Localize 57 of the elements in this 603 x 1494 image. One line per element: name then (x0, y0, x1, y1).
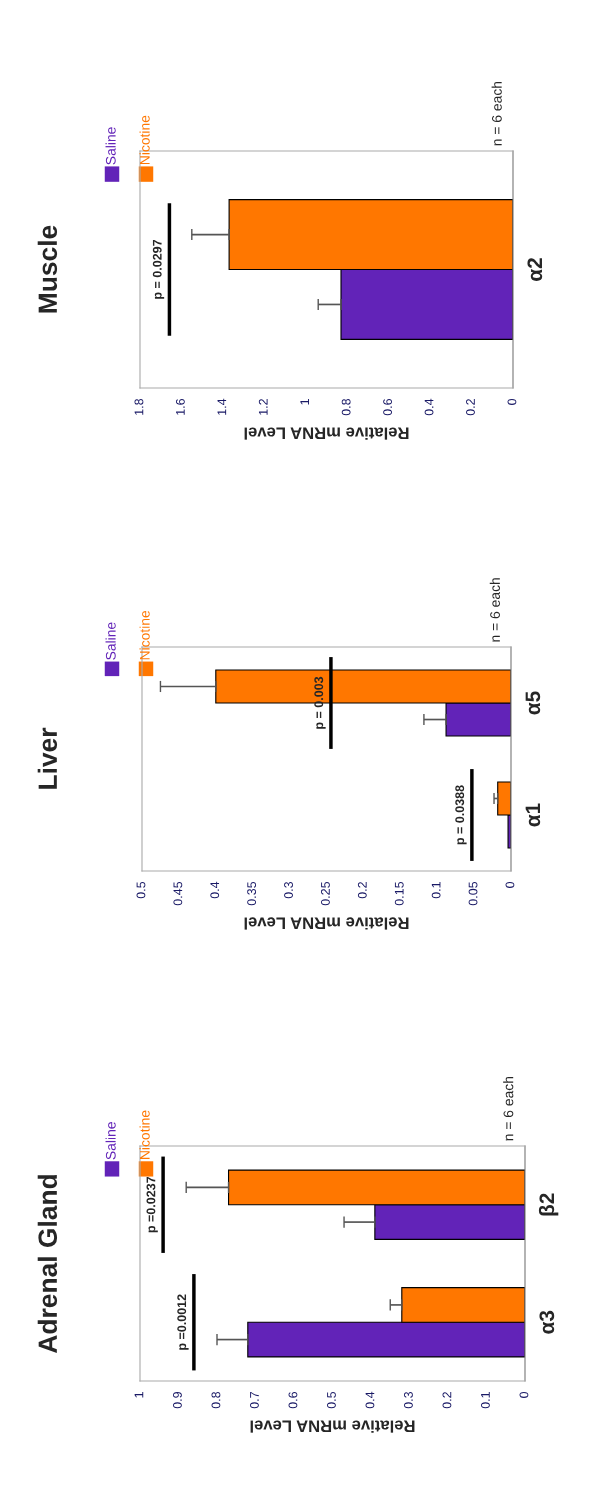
x-tick-label: 0.7 (250, 1392, 259, 1409)
text: n = 6 each (491, 81, 502, 146)
x-tick-label: 0.35 (247, 881, 257, 906)
x-axis-title: Relative mRNA Level (250, 1420, 415, 1433)
x-tick-label: 0.25 (321, 881, 330, 906)
text: Saline (105, 1122, 116, 1160)
text: n = 6 each (503, 1076, 514, 1141)
x-tick-label: 0.5 (327, 1391, 336, 1409)
x-axis-title: Relative mRNA Level (244, 917, 409, 930)
x-tick-label: 0.4 (424, 398, 434, 416)
annotation: p = 0.0388 (455, 785, 467, 845)
x-tick-label: 1.8 (134, 398, 144, 415)
annotation: p = 0.003 (314, 676, 326, 729)
text: Nicotine (139, 610, 150, 660)
text: Liver (37, 727, 58, 789)
annotation: p = 0.0297 (152, 239, 165, 299)
x-tick-label: 1 (300, 399, 310, 405)
y-tick-label: α2 (527, 258, 543, 281)
x-tick-label: 0.45 (173, 881, 183, 906)
x-tick-label: 0 (505, 881, 515, 888)
x-tick-label: 0.05 (468, 881, 478, 906)
x-tick-label: 0.6 (383, 398, 393, 416)
x-tick-label: 1 (134, 1392, 144, 1398)
text: Adrenal Gland (37, 1175, 58, 1354)
x-tick-label: 0.15 (394, 881, 404, 906)
x-tick-label: 0.9 (173, 1392, 182, 1409)
x-tick-label: 0.3 (284, 881, 293, 899)
x-tick-label: 1.2 (258, 399, 268, 415)
x-tick-label: 0.5 (136, 881, 146, 899)
text: Muscle (37, 225, 58, 313)
x-tick-label: 0.1 (431, 882, 441, 899)
y-tick-label: β2 (538, 1193, 559, 1216)
x-tick-label: 0.2 (466, 399, 475, 416)
x-tick-label: 0.8 (211, 1391, 221, 1409)
x-tick-label: 0 (519, 1391, 529, 1398)
x-tick-label: 0.6 (288, 1391, 298, 1409)
text: Nicotine (139, 1110, 150, 1159)
text: Saline (105, 127, 116, 165)
x-tick-label: 0.2 (357, 882, 367, 899)
text: Nicotine (139, 115, 150, 165)
annotation: p =0.0237 (146, 1176, 158, 1233)
text: Saline (105, 622, 116, 660)
x-tick-label: 0.4 (365, 1391, 375, 1409)
x-tick-label: 0.2 (442, 1392, 452, 1409)
text: n = 6 each (489, 578, 500, 642)
y-tick-label: α1 (525, 803, 541, 827)
x-tick-label: 0 (507, 398, 517, 405)
annotation: p =0.0012 (177, 1294, 189, 1350)
x-tick-label: 1.4 (217, 398, 227, 415)
x-axis-title: Relative mRNA Level (244, 427, 409, 440)
x-tick-label: 0.8 (341, 398, 351, 416)
x-tick-label: 0.1 (481, 1392, 490, 1409)
x-tick-label: 1.6 (175, 398, 185, 415)
y-tick-label: α3 (539, 1310, 555, 1334)
y-tick-label: α5 (525, 691, 541, 715)
x-tick-label: 0.3 (404, 1391, 413, 1409)
x-tick-label: 0.4 (210, 881, 220, 899)
